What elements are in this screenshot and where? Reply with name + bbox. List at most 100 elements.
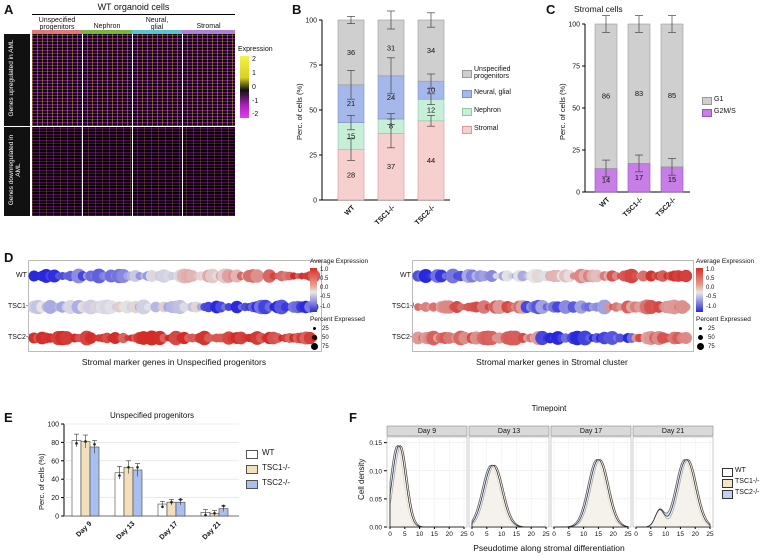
x-tick-label: 15 bbox=[431, 531, 439, 538]
legend-label: Unspecified progenitors bbox=[474, 66, 511, 81]
x-tick-label: 0 bbox=[388, 531, 392, 538]
group-label-unspecified: Unspecified progenitors bbox=[38, 17, 76, 32]
bar-value-label: 85 bbox=[668, 91, 676, 100]
heatmap-divider bbox=[82, 34, 83, 216]
colorbar-tick: 0.0 bbox=[706, 285, 715, 291]
legend-swatch-stromal bbox=[462, 126, 472, 134]
size-label: 50 bbox=[708, 335, 715, 341]
colorbar-tick: 0.0 bbox=[320, 285, 329, 291]
x-tick-label: 20 bbox=[692, 531, 700, 538]
facet-strip bbox=[468, 425, 550, 437]
bar-value-label: 83 bbox=[635, 89, 643, 98]
legend-label: TSC1-/- bbox=[735, 478, 760, 485]
dot bbox=[485, 269, 498, 283]
y-tick-label: 75 bbox=[572, 64, 580, 71]
y-tick-label: 100 bbox=[47, 422, 59, 429]
legend-swatch-wt bbox=[246, 450, 258, 459]
density-wt bbox=[636, 459, 711, 528]
x-tick-label: Day 13 bbox=[115, 520, 136, 541]
density-wt bbox=[389, 444, 464, 528]
panel-f-letter: F bbox=[349, 410, 357, 425]
group-strip-neural bbox=[132, 30, 182, 34]
data-point bbox=[222, 504, 225, 508]
dot bbox=[477, 300, 491, 314]
data-point bbox=[213, 511, 216, 515]
facet-label: Day 17 bbox=[580, 428, 602, 435]
group-label-nephron: Nephron bbox=[93, 23, 121, 30]
x-tick-label: 5 bbox=[485, 531, 489, 538]
legend-label: G2M/S bbox=[714, 108, 736, 115]
legend-swatch-g1 bbox=[702, 97, 712, 105]
x-tick-label: 10 bbox=[662, 531, 670, 538]
bar-value-label: 34 bbox=[427, 46, 435, 55]
row-label-wt: WT bbox=[16, 272, 27, 279]
heatmap-downregulated bbox=[32, 127, 235, 216]
dotplot-right-frame bbox=[412, 260, 694, 352]
x-tick-label: 25 bbox=[706, 531, 714, 538]
row-label-tsc1: TSC1-/- bbox=[8, 303, 33, 310]
row-label-wt: WT bbox=[400, 272, 411, 279]
colorbar-tick: 0.5 bbox=[706, 276, 715, 282]
facet-label: Day 9 bbox=[418, 428, 436, 435]
data-point bbox=[93, 442, 96, 446]
x-tick-label: 0 bbox=[552, 531, 556, 538]
dot bbox=[507, 330, 523, 346]
size-dot bbox=[312, 335, 317, 340]
legend-label: Stromal bbox=[474, 125, 499, 132]
dotplot-left bbox=[28, 268, 320, 346]
bar-value-label: 37 bbox=[387, 162, 395, 171]
bar bbox=[89, 446, 100, 517]
x-tick-label: 20 bbox=[610, 531, 618, 538]
dot bbox=[445, 268, 461, 284]
row-label-up: Genes upregulated in AML bbox=[8, 39, 15, 117]
dot bbox=[605, 331, 620, 345]
x-tick-label: WT bbox=[599, 196, 612, 209]
y-tick-label: 60 bbox=[51, 458, 59, 465]
legend-swatch-tsc1 bbox=[722, 479, 733, 488]
x-tick-label: 25 bbox=[542, 531, 550, 538]
bar-value-label: 17 bbox=[635, 173, 643, 182]
bar-value-label: 44 bbox=[427, 156, 435, 165]
dot bbox=[47, 269, 61, 283]
size-label: 25 bbox=[708, 326, 715, 332]
y-tick-label: 40 bbox=[51, 477, 59, 484]
panel-c-title: Stromal cells bbox=[574, 4, 623, 14]
x-tick-label: TSC1-/- bbox=[622, 196, 645, 219]
colorbar-tick: -0.5 bbox=[320, 294, 331, 300]
heatmap-upregulated bbox=[32, 34, 235, 126]
colorbar-tick: 2 bbox=[252, 56, 256, 63]
size-label: 75 bbox=[322, 344, 329, 350]
density-wt bbox=[471, 464, 546, 528]
heatmap-divider bbox=[182, 34, 183, 216]
row-box-up bbox=[4, 34, 30, 126]
y-tick-label: 75 bbox=[309, 63, 317, 70]
panel-b-letter: B bbox=[292, 2, 302, 17]
facet-label: Day 13 bbox=[498, 428, 520, 435]
bar bbox=[80, 441, 91, 517]
avg-expression-colorbar bbox=[696, 268, 703, 312]
bar-segment bbox=[417, 19, 445, 82]
expression-legend-title: Expression bbox=[238, 46, 273, 53]
dot bbox=[230, 300, 244, 314]
dotplot-right-caption: Stromal marker genes in Stromal cluster bbox=[476, 357, 628, 367]
x-tick-label: 10 bbox=[498, 531, 506, 538]
percent-expressed-title: Percent Expressed bbox=[310, 316, 365, 323]
panel-f-title: Timepoint bbox=[531, 404, 567, 413]
panel-c-chart: 100 75 50 25 0 14 86 WT 17 83 TSC1-/- 15 85 TSC2-/- bbox=[568, 15, 690, 219]
legend-label: TSC2-/- bbox=[735, 489, 760, 496]
colorbar-tick: -1.0 bbox=[320, 304, 331, 310]
size-label: 50 bbox=[322, 335, 329, 341]
legend-swatch-wt bbox=[722, 468, 733, 477]
x-tick-label: Day 17 bbox=[158, 520, 179, 541]
y-tick-label: 20 bbox=[51, 495, 59, 502]
legend-swatch-tsc2 bbox=[246, 480, 258, 489]
group-strip-stromal bbox=[182, 30, 235, 34]
panel-e-chart: 100 80 60 40 20 0 Day 9 Day 13 Day 17 Day 21 bbox=[47, 422, 239, 541]
bar-value-label: 24 bbox=[387, 93, 395, 102]
size-label: 75 bbox=[708, 344, 715, 350]
bar-value-label: 21 bbox=[347, 99, 355, 108]
legend-label: Nephron bbox=[474, 107, 501, 114]
dot bbox=[679, 269, 692, 283]
x-tick-label: 25 bbox=[624, 531, 632, 538]
